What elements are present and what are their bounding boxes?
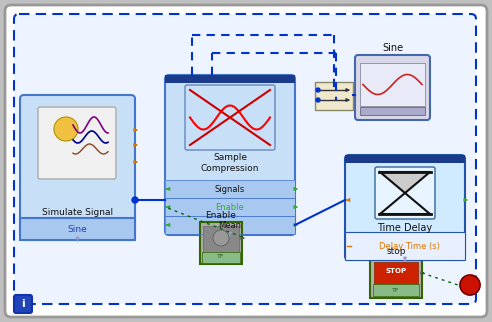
Bar — [165, 216, 295, 234]
Text: stop: stop — [386, 247, 406, 255]
Bar — [165, 75, 295, 83]
Text: TF: TF — [392, 288, 400, 292]
FancyBboxPatch shape — [345, 155, 465, 260]
Text: Sine: Sine — [67, 224, 88, 233]
Text: i: i — [21, 299, 25, 309]
FancyBboxPatch shape — [14, 14, 476, 304]
Bar — [200, 222, 242, 264]
FancyBboxPatch shape — [38, 107, 116, 179]
Bar — [370, 258, 422, 298]
FancyBboxPatch shape — [165, 75, 295, 235]
Bar — [165, 216, 295, 234]
Text: Sine: Sine — [382, 43, 403, 53]
Bar — [315, 82, 353, 110]
Circle shape — [54, 117, 78, 141]
FancyBboxPatch shape — [5, 5, 487, 317]
Text: Mean: Mean — [218, 221, 242, 230]
FancyBboxPatch shape — [185, 85, 275, 150]
FancyBboxPatch shape — [375, 167, 435, 219]
Bar — [345, 232, 465, 260]
Text: Compression: Compression — [201, 164, 259, 173]
Circle shape — [316, 98, 320, 102]
Text: Enable: Enable — [215, 203, 245, 212]
Bar — [20, 218, 135, 240]
Bar — [360, 63, 425, 106]
Bar — [374, 262, 418, 284]
Bar — [203, 226, 239, 252]
Bar — [165, 198, 295, 216]
Circle shape — [213, 230, 229, 246]
Circle shape — [316, 88, 320, 92]
Bar — [165, 180, 295, 198]
Circle shape — [460, 275, 480, 295]
Text: Signals: Signals — [215, 185, 245, 194]
Bar — [345, 232, 465, 260]
Text: TF: TF — [217, 254, 225, 260]
Polygon shape — [380, 172, 430, 193]
Bar — [165, 198, 295, 216]
Bar — [373, 284, 419, 296]
Text: Time Delay: Time Delay — [377, 223, 432, 233]
FancyBboxPatch shape — [20, 95, 135, 240]
Bar — [20, 218, 135, 240]
Bar — [360, 107, 425, 115]
Text: Delay Time (s): Delay Time (s) — [378, 242, 439, 251]
FancyBboxPatch shape — [355, 55, 430, 120]
Text: Sample: Sample — [213, 153, 247, 162]
Bar — [165, 180, 295, 198]
Text: Enable: Enable — [206, 211, 237, 220]
Text: STOP: STOP — [385, 268, 406, 274]
Circle shape — [132, 197, 138, 203]
Text: Simulate Signal: Simulate Signal — [42, 207, 113, 216]
Bar — [202, 252, 240, 263]
FancyBboxPatch shape — [14, 295, 32, 313]
Bar — [345, 155, 465, 163]
